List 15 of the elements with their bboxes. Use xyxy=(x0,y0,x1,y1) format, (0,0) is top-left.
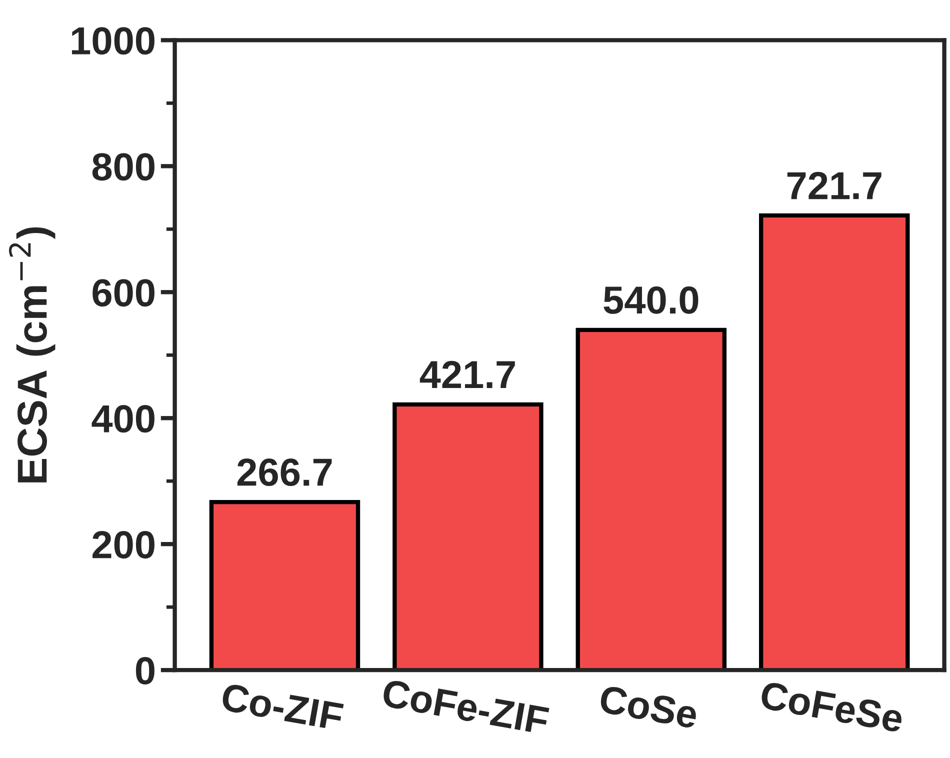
data-label: 721.7 xyxy=(787,172,882,200)
x-tick-label: Co-ZIF xyxy=(220,682,344,731)
y-tick-label: 1000 xyxy=(72,27,154,55)
x-tick-label: CoFeSe xyxy=(760,681,904,733)
x-tick-label: CoFe-ZIF xyxy=(382,678,550,735)
data-label: 266.7 xyxy=(237,458,332,486)
y-tick-label: 800 xyxy=(92,153,154,181)
data-label: 540.0 xyxy=(604,286,698,314)
y-tick-label: 0 xyxy=(136,657,154,685)
y-axis-title: ECSA (cm$^{−2}$) xyxy=(8,227,56,482)
x-tick-label: CoSe xyxy=(598,684,699,729)
y-tick-label: 200 xyxy=(92,531,154,559)
y-tick-label: 600 xyxy=(92,279,154,307)
y-tick-label: 400 xyxy=(92,405,154,433)
data-label: 421.7 xyxy=(420,360,515,388)
